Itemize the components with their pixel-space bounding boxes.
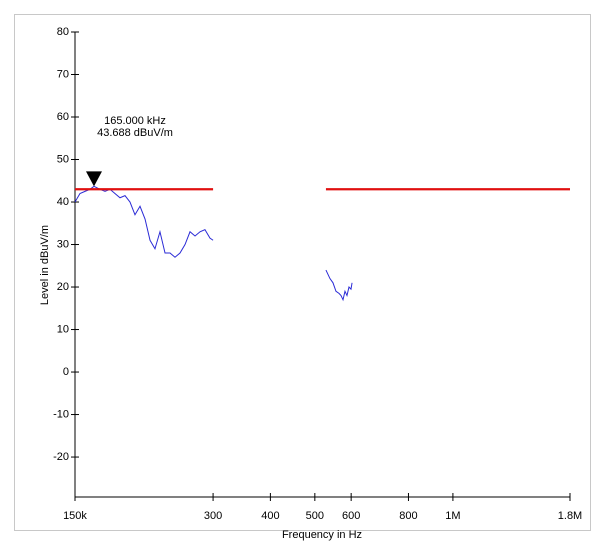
y-tick-label: 60 (57, 111, 69, 123)
y-tick-label: 0 (63, 366, 69, 378)
marker (85, 171, 102, 187)
x-tick-label: 1.8M (558, 510, 582, 522)
x-tick-label: 800 (399, 510, 417, 522)
y-tick-label: 50 (57, 153, 69, 165)
x-tick-label: 500 (306, 510, 324, 522)
y-tick-label: 20 (57, 281, 69, 293)
y-tick-label: -10 (53, 408, 69, 420)
x-tick-label: 600 (342, 510, 360, 522)
x-axis-label: Frequency in Hz (282, 529, 362, 541)
y-tick-label: 30 (57, 238, 69, 250)
y-tick-label: 10 (57, 323, 69, 335)
x-tick-label: 300 (204, 510, 222, 522)
y-tick-label: 40 (57, 196, 69, 208)
line-series (74, 185, 214, 258)
y-tick-label: 80 (57, 26, 69, 38)
x-tick-label: 400 (261, 510, 279, 522)
y-axis-label: Level in dBuV/m (39, 225, 51, 305)
line-series (325, 269, 353, 302)
x-tick-label: 1M (445, 510, 460, 522)
x-tick-label: 150k (63, 510, 87, 522)
y-tick-label: -20 (53, 451, 69, 463)
frame (14, 14, 591, 531)
marker-label: 43.688 dBuV/m (97, 127, 173, 139)
y-tick-label: 70 (57, 68, 69, 80)
marker-label: 165.000 kHz (104, 115, 166, 127)
